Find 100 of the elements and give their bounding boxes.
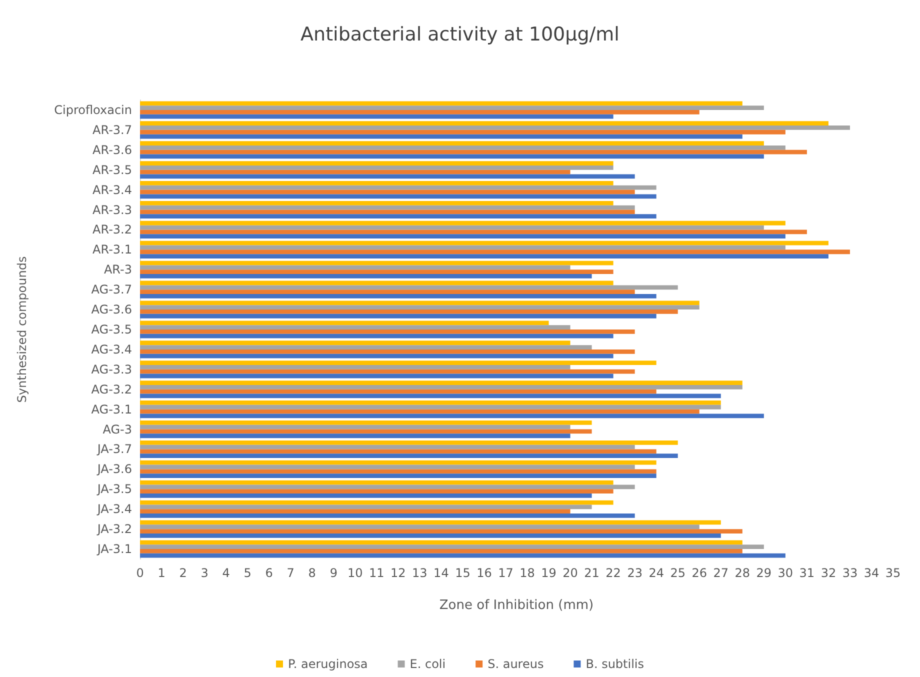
bar [140, 305, 700, 310]
y-tick-label: AR-3.7 [92, 122, 132, 137]
bar [140, 106, 764, 110]
y-tick-label: JA-3.5 [96, 482, 132, 496]
x-tick-label: 9 [330, 566, 338, 580]
x-tick-label: 21 [584, 566, 600, 580]
bar [140, 509, 570, 514]
y-tick-label: JA-3.7 [96, 442, 132, 456]
bar [140, 114, 614, 119]
x-tick-label: 26 [692, 566, 708, 580]
bar [140, 141, 764, 146]
bar [140, 265, 570, 270]
bar [140, 310, 678, 314]
y-axis-title: Synthesized compounds [15, 256, 29, 403]
y-tick-label: AR-3.1 [92, 242, 132, 257]
legend-label: P. aeruginosa [288, 657, 368, 671]
x-tick-label: 5 [244, 566, 252, 580]
bar [140, 549, 742, 554]
bar [140, 240, 828, 246]
bar [140, 210, 635, 214]
bar [140, 489, 614, 494]
bar [140, 225, 764, 230]
bar [140, 469, 656, 474]
x-tick-label: 31 [799, 566, 815, 580]
y-tick-label: AR-3 [104, 262, 132, 277]
x-tick-label: 4 [222, 566, 230, 580]
bar [140, 230, 807, 234]
x-tick-label: 34 [864, 566, 880, 580]
x-tick-label: 12 [390, 566, 406, 580]
bar [140, 404, 721, 410]
y-tick-label: AR-3.2 [92, 222, 132, 237]
bar [140, 484, 635, 490]
bar [140, 500, 614, 505]
x-tick-label: 14 [434, 566, 449, 580]
bar [140, 504, 592, 510]
y-tick-label: AG-3.4 [91, 342, 132, 356]
bar [140, 480, 614, 485]
y-tick-label: AG-3.6 [91, 302, 132, 317]
bar [140, 424, 570, 430]
bar [140, 254, 828, 258]
x-tick-label: 30 [778, 566, 794, 580]
y-tick-label: AG-3.2 [91, 382, 132, 396]
bar [140, 325, 570, 330]
y-tick-label: JA-3.1 [96, 542, 132, 556]
bar [140, 130, 786, 134]
bar [140, 290, 635, 294]
bar [140, 460, 656, 465]
bar [140, 449, 656, 454]
bar [140, 464, 635, 470]
bar [140, 444, 635, 450]
bar [140, 334, 614, 338]
bar [140, 474, 656, 478]
x-tick-label: 32 [820, 566, 836, 580]
bar [140, 514, 635, 518]
bar [140, 214, 656, 219]
bar [140, 274, 592, 278]
bar [140, 154, 764, 159]
x-tick-label: 20 [562, 566, 578, 580]
bar [140, 270, 614, 274]
bar [140, 205, 635, 210]
bar [140, 190, 635, 194]
bar [140, 454, 678, 458]
y-tick-label: AG-3.3 [91, 362, 132, 376]
bar [140, 380, 742, 385]
bar [140, 520, 721, 525]
y-tick-label: AR-3.6 [92, 142, 132, 157]
x-axis-title: Zone of Inhibition (mm) [439, 598, 594, 613]
bar [140, 101, 742, 106]
bar [140, 414, 764, 418]
bar [140, 285, 678, 290]
bar [140, 429, 592, 434]
bar [140, 369, 635, 374]
x-tick-label: 25 [670, 566, 686, 580]
bar [140, 524, 700, 530]
bar [140, 134, 742, 139]
x-tick-label: 7 [286, 566, 294, 580]
bar [140, 394, 721, 398]
bar [140, 533, 721, 538]
chart-title: Antibacterial activity at 100µg/ml [300, 24, 620, 46]
y-tick-label: AG-3.1 [91, 402, 132, 416]
bar [140, 389, 656, 394]
bar [140, 121, 828, 126]
bar [140, 181, 614, 186]
legend-label: E. coli [410, 657, 446, 671]
bar [140, 440, 678, 445]
x-tick-label: 11 [369, 566, 384, 580]
bar [140, 150, 807, 154]
legend-label: S. aureus [488, 657, 544, 671]
bar [140, 170, 570, 174]
x-tick-label: 23 [627, 566, 642, 580]
x-tick-label: 3 [200, 566, 208, 580]
y-tick-label: AG-3 [102, 422, 132, 436]
y-tick-label: AR-3.3 [92, 202, 132, 217]
bar [140, 544, 764, 550]
x-tick-label: 22 [606, 566, 621, 580]
y-tick-label: JA-3.6 [96, 462, 132, 476]
bar [140, 200, 614, 206]
bar [140, 529, 742, 534]
y-tick-label: AG-3.7 [91, 282, 132, 297]
bar [140, 553, 786, 558]
